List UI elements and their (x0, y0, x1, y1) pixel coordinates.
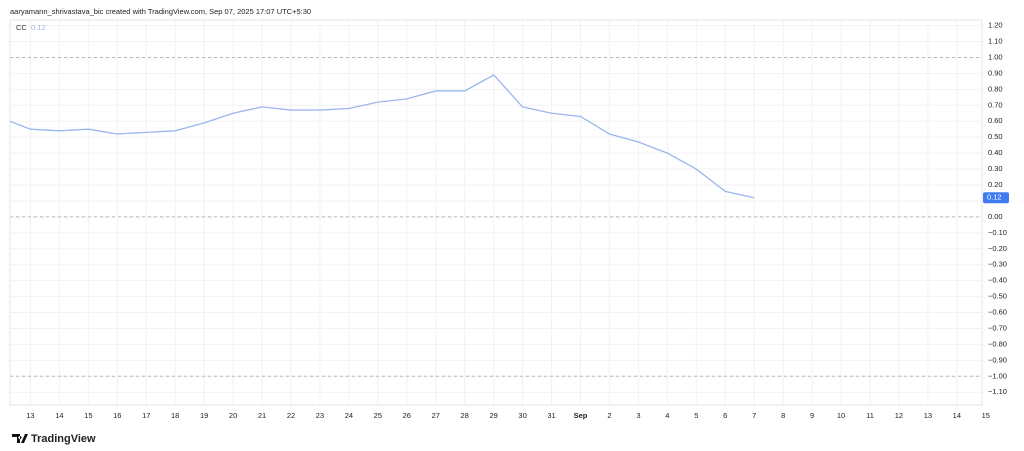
x-tick-label: 18 (171, 411, 179, 420)
y-tick-label: −0.70 (988, 323, 1007, 332)
last-value-label: 0.12 (987, 193, 1002, 202)
y-tick-label: 0.40 (988, 148, 1003, 157)
y-tick-label: 0.20 (988, 180, 1003, 189)
x-tick-label: 3 (636, 411, 640, 420)
x-tick-label: 17 (142, 411, 150, 420)
x-tick-label: 12 (895, 411, 903, 420)
x-tick-label: 14 (55, 411, 63, 420)
x-tick-label: 4 (665, 411, 669, 420)
y-tick-label: 0.70 (988, 100, 1003, 109)
x-tick-label: 26 (403, 411, 411, 420)
x-tick-label: 9 (810, 411, 814, 420)
x-tick-label: 19 (200, 411, 208, 420)
y-tick-label: −0.20 (988, 244, 1007, 253)
x-tick-label: 5 (694, 411, 698, 420)
x-tick-label: 2 (607, 411, 611, 420)
logo: TradingView (12, 433, 96, 445)
y-tick-label: −0.50 (988, 292, 1007, 301)
x-tick-label: 13 (924, 411, 932, 420)
x-tick-label: 14 (953, 411, 961, 420)
y-tick-label: −0.30 (988, 260, 1007, 269)
brand: TradingView (31, 433, 96, 445)
x-tick-label: 31 (547, 411, 555, 420)
x-tick-label: 6 (723, 411, 727, 420)
x-tick-label: 15 (84, 411, 92, 420)
y-tick-label: 0.60 (988, 116, 1003, 125)
x-tick-label: 11 (866, 411, 874, 420)
y-tick-label: −0.10 (988, 228, 1007, 237)
y-tick-label: −0.90 (988, 355, 1007, 364)
y-tick-label: 0.00 (988, 212, 1003, 221)
x-tick-label: 22 (287, 411, 295, 420)
x-tick-label: 21 (258, 411, 266, 420)
y-tick-label: 0.90 (988, 68, 1003, 77)
series-line (10, 74, 755, 199)
y-tick-label: −0.40 (988, 276, 1007, 285)
y-tick-label: 1.00 (988, 52, 1003, 61)
x-tick-label: 29 (489, 411, 497, 420)
x-tick-label: 25 (374, 411, 382, 420)
x-tick-label: 10 (837, 411, 845, 420)
x-tick-label: 27 (432, 411, 440, 420)
logo-icon (12, 434, 28, 443)
y-tick-label: 0.50 (988, 132, 1003, 141)
x-tick-label: Sep (574, 411, 588, 420)
y-tick-label: −0.80 (988, 339, 1007, 348)
y-tick-label: 0.30 (988, 164, 1003, 173)
x-tick-label: 23 (316, 411, 324, 420)
legend-value: 0.12 (31, 23, 46, 32)
x-tick-label: 16 (113, 411, 121, 420)
x-tick-label: 8 (781, 411, 785, 420)
x-tick-label: 20 (229, 411, 237, 420)
legend-name: CC (16, 23, 27, 32)
x-tick-label: 7 (752, 411, 756, 420)
pane-border (9, 19, 983, 406)
x-tick-label: 13 (26, 411, 34, 420)
y-tick-label: −1.00 (988, 371, 1007, 380)
y-tick-label: 1.20 (988, 21, 1003, 30)
x-tick-label: 24 (345, 411, 353, 420)
header: aaryamann_shrivastava_bic created with T… (10, 7, 311, 16)
y-tick-label: −1.10 (988, 387, 1007, 396)
x-tick-label: 30 (518, 411, 526, 420)
y-tick-label: 0.80 (988, 84, 1003, 93)
y-tick-label: −0.60 (988, 308, 1007, 317)
x-tick-label: 15 (982, 411, 990, 420)
y-tick-label: 1.10 (988, 37, 1003, 46)
x-tick-label: 28 (461, 411, 469, 420)
last-value-tag (983, 192, 1009, 204)
